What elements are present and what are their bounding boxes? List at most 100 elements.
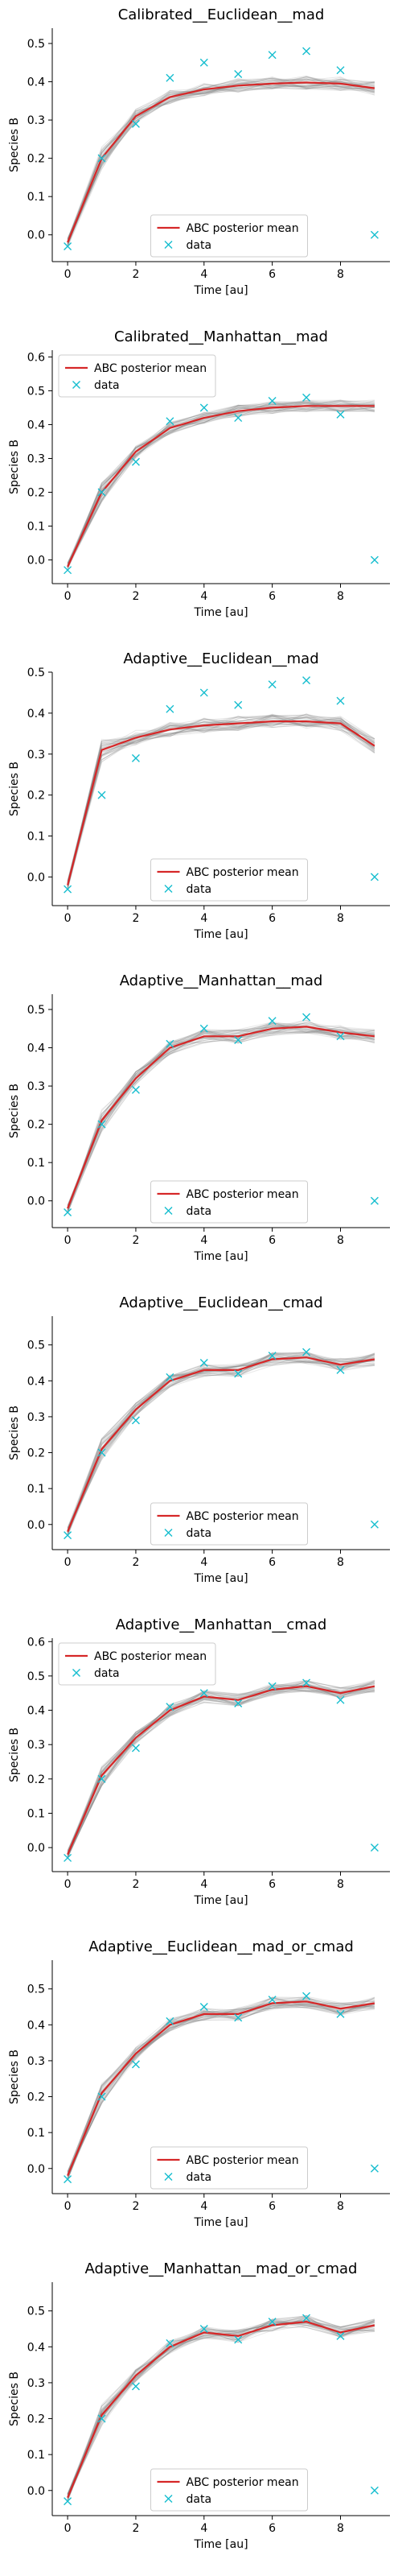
y-tick-label: 0.5: [27, 38, 45, 51]
x-tick-label: 0: [64, 2522, 72, 2535]
x-tick-label: 4: [200, 268, 207, 281]
data-point: [64, 2175, 72, 2184]
chart-panel: Adaptive__Euclidean__mad_or_cmad 0 2 4 6 8 0.0…: [8, 1938, 390, 2229]
data-point: [131, 1085, 140, 1094]
data-point: [302, 1013, 311, 1022]
y-tick-label: 0.4: [27, 1375, 45, 1388]
y-tick-label: 0.0: [27, 871, 45, 884]
data-point: [302, 1992, 311, 2000]
data-point: [199, 403, 208, 412]
data-point: [302, 1348, 311, 1356]
x-tick-label: 8: [337, 912, 344, 925]
legend-entry-data: data: [94, 1667, 120, 1680]
posterior-sample-band: [67, 1351, 375, 1536]
x-tick-label: 6: [269, 912, 276, 925]
data-point: [234, 1036, 243, 1045]
data-point: [370, 2164, 379, 2173]
data-point: [268, 1017, 277, 1026]
y-tick-label: 0.3: [27, 114, 45, 127]
x-tick-label: 2: [132, 1234, 139, 1247]
data-point: [268, 1682, 277, 1690]
y-tick-label: 0.5: [27, 667, 45, 679]
data-point: [166, 73, 174, 82]
x-tick-label: 2: [132, 1878, 139, 1891]
data-point: [199, 2325, 208, 2333]
data-point: [268, 2318, 277, 2326]
y-axis-label: Species B: [8, 762, 21, 816]
x-tick-label: 6: [269, 268, 276, 281]
y-tick-label: 0.1: [27, 2449, 45, 2462]
y-tick-label: 0.5: [27, 2306, 45, 2318]
mean-series-line: [67, 405, 375, 568]
data-point: [166, 704, 174, 713]
y-axis-label: Species B: [8, 118, 21, 172]
mean-series-line: [67, 2000, 375, 2177]
chart-panel: Adaptive__Euclidean__mad 0 2 4 6 8 0.0 0.1 0.2 0.…: [8, 650, 390, 941]
data-point: [131, 1744, 140, 1752]
x-axis-label: Time [au]: [193, 606, 248, 619]
legend-entry-mean: ABC posterior mean: [187, 2154, 299, 2167]
y-tick-label: 0.5: [27, 1340, 45, 1352]
chart-panel: Adaptive__Euclidean__cmad 0 2 4 6 8 0.0 0.1 0.2 0…: [8, 1294, 390, 1585]
x-tick-label: 4: [200, 2200, 207, 2213]
data-point: [64, 1853, 72, 1862]
y-tick-label: 0.2: [27, 2413, 45, 2426]
mean-series-line: [67, 81, 375, 243]
y-tick-label: 0.3: [27, 1739, 45, 1752]
chart-title: Calibrated__Euclidean__mad: [118, 6, 325, 23]
data-point: [97, 2414, 106, 2423]
x-tick-label: 0: [64, 590, 72, 603]
data-point: [64, 2497, 72, 2506]
y-tick-label: 0.3: [27, 2055, 45, 2068]
y-axis-label: Species B: [8, 2372, 21, 2426]
legend-entry-mean: ABC posterior mean: [187, 2476, 299, 2489]
legend: ABC posterior mean data: [58, 354, 216, 398]
data-point: [370, 230, 379, 239]
y-axis-label: Species B: [8, 1084, 21, 1138]
data-point: [370, 1843, 379, 1852]
chart-title: Adaptive__Euclidean__cmad: [119, 1294, 322, 1311]
y-tick-label: 0.5: [27, 1984, 45, 1996]
data-point: [166, 1373, 174, 1381]
x-tick-label: 2: [132, 590, 139, 603]
x-tick-label: 6: [269, 2522, 276, 2535]
data-point: [234, 2335, 243, 2344]
data-point: [370, 555, 379, 564]
mean-series-line: [67, 720, 375, 886]
chart-title: Adaptive__Euclidean__mad_or_cmad: [88, 1938, 354, 1955]
legend: ABC posterior mean data: [150, 2468, 308, 2512]
data-point: [370, 1196, 379, 1205]
y-tick-label: 0.0: [27, 229, 45, 242]
x-tick-label: 8: [337, 1234, 344, 1247]
data-point: [336, 2331, 345, 2340]
posterior-sample-band: [67, 399, 375, 571]
data-point: [131, 2382, 140, 2391]
x-tick-label: 4: [200, 912, 207, 925]
x-tick-label: 6: [269, 1878, 276, 1891]
y-tick-label: 0.3: [27, 1080, 45, 1093]
data-point: [234, 1369, 243, 1378]
axes: [51, 1960, 390, 2194]
data-point: [268, 51, 277, 60]
mean-series-line: [67, 2320, 375, 2499]
legend: ABC posterior mean data: [150, 2146, 308, 2190]
y-tick-label: 0.3: [27, 452, 45, 465]
y-axis-label: Species B: [8, 440, 21, 494]
y-axis-label: Species B: [8, 1406, 21, 1460]
x-tick-label: 0: [64, 1878, 72, 1891]
data-point: [131, 457, 140, 466]
chart-title: Adaptive__Manhattan__cmad: [116, 1616, 327, 1633]
legend-entry-data: data: [187, 1527, 212, 1540]
data-point: [336, 1365, 345, 1374]
legend-entry-data: data: [187, 883, 212, 896]
x-tick-label: 6: [269, 2200, 276, 2213]
legend-entry-data: data: [187, 1205, 212, 1218]
data-point: [336, 2009, 345, 2018]
data-point: [370, 2486, 379, 2495]
mean-series-line: [67, 1685, 375, 1856]
y-tick-label: 0.5: [27, 1004, 45, 1017]
data-point: [199, 1024, 208, 1033]
x-tick-label: 6: [269, 1234, 276, 1247]
data-point: [97, 488, 106, 497]
